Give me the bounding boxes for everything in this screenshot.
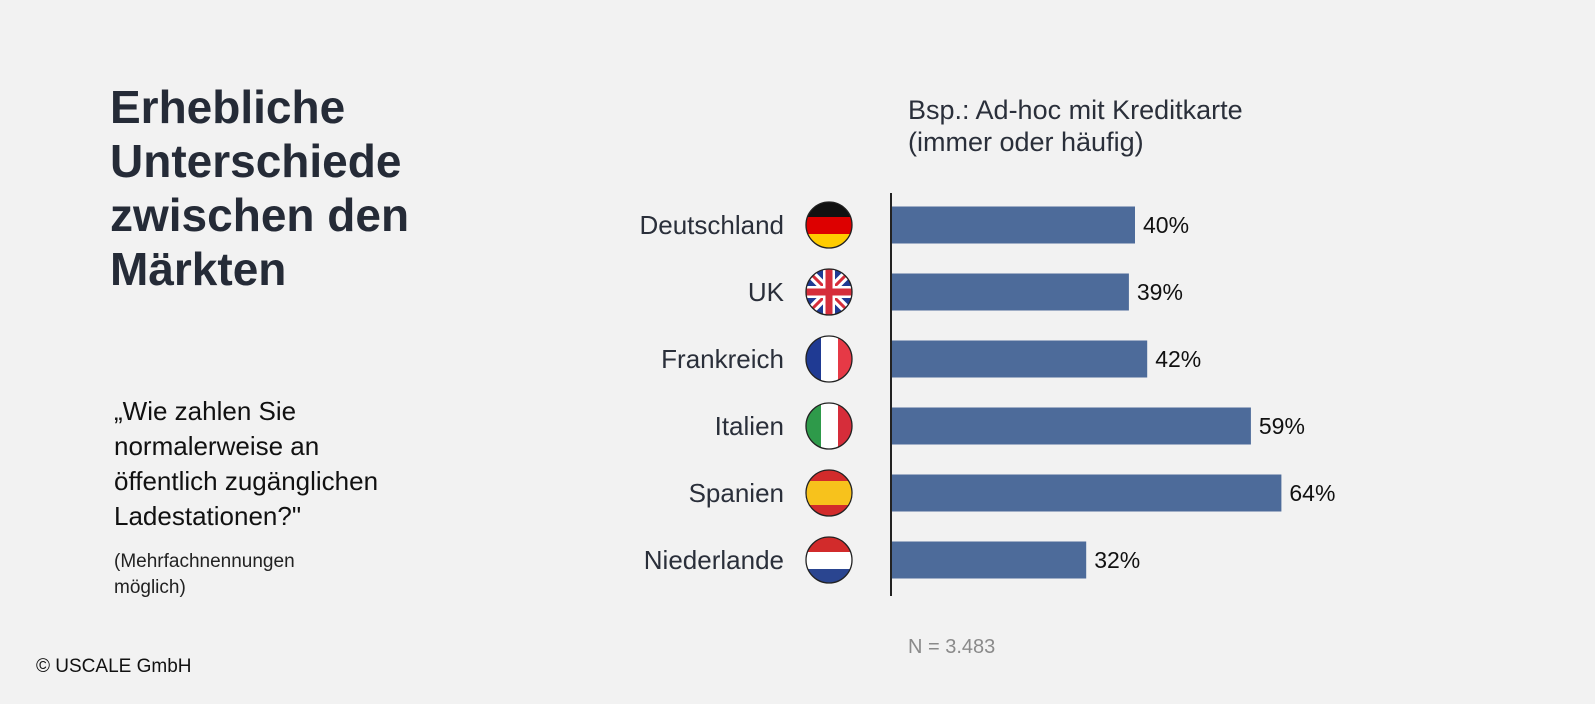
value-label: 42% [1155,346,1201,372]
category-label: Spanien [689,478,784,508]
copyright-notice: © USCALE GmbH [36,656,192,677]
chart-title: Bsp.: Ad-hoc mit Kreditkarte (immer oder… [908,95,1243,157]
bar [891,474,1282,512]
survey-question: „Wie zahlen Sie normalerweise an öffentl… [114,396,379,531]
category-label: Frankreich [661,344,784,374]
value-label: 64% [1289,480,1335,506]
germany-flag-icon [805,201,853,249]
sample-size: N = 3.483 [908,636,996,658]
value-label: 40% [1143,212,1189,238]
bar [891,206,1135,244]
bar [891,273,1129,311]
bar [891,407,1251,445]
value-label: 39% [1137,279,1183,305]
value-label: 32% [1094,547,1140,573]
category-label: Niederlande [644,545,784,575]
netherlands-flag-icon [805,536,853,584]
page-title: Erhebliche Unterschiede zwischen den Mär… [110,81,410,295]
category-label: Deutschland [639,210,784,240]
category-label: UK [748,277,785,307]
italy-flag-icon [805,402,853,450]
multiple-answers-note: (Mehrfachnennungen möglich) [114,551,295,598]
france-flag-icon [805,335,853,383]
uk-flag-icon [805,268,853,316]
bar [891,340,1148,378]
bar [891,541,1087,579]
category-label: Italien [715,411,784,441]
value-label: 59% [1259,413,1305,439]
spain-flag-icon [805,469,853,517]
